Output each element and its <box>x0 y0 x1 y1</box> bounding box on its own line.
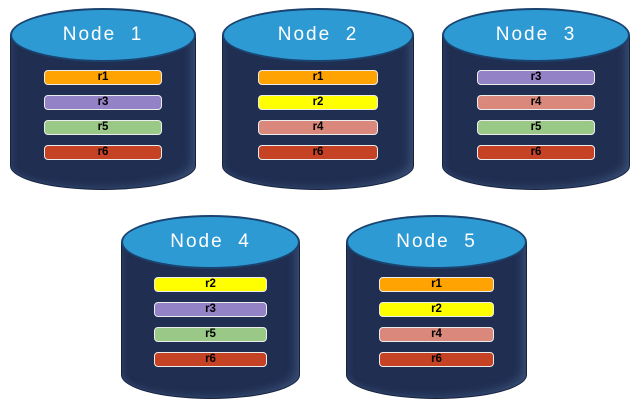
node-title: Node 2 <box>277 24 359 45</box>
replica-bar: r5 <box>154 327 267 342</box>
replica-bar: r5 <box>476 120 596 135</box>
replica-bar: r4 <box>257 120 379 135</box>
cylinder-top-ellipse: Node 5 <box>346 215 527 269</box>
replica-bar: r2 <box>154 277 267 292</box>
replica-list: r3 r4 r5 r6 <box>476 70 596 160</box>
replica-bar: r2 <box>379 302 494 317</box>
node-4-cylinder: Node 4 r2 r3 r5 r6 <box>121 215 300 399</box>
replica-bar: r4 <box>476 95 596 110</box>
node-title: Node 3 <box>495 24 577 45</box>
replica-bar: r1 <box>379 277 494 292</box>
replica-bar: r3 <box>154 302 267 317</box>
cylinder-top-ellipse: Node 2 <box>222 8 414 62</box>
replica-bar: r6 <box>476 145 596 160</box>
node-3-cylinder: Node 3 r3 r4 r5 r6 <box>442 8 630 190</box>
cylinder-top-ellipse: Node 3 <box>442 8 630 62</box>
node-2-cylinder: Node 2 r1 r2 r4 r6 <box>222 8 414 190</box>
replica-bar: r6 <box>154 352 267 367</box>
node-5-cylinder: Node 5 r1 r2 r4 r6 <box>346 215 527 399</box>
replica-bar: r3 <box>44 95 162 110</box>
replica-bar: r6 <box>257 145 379 160</box>
replica-list: r1 r3 r5 r6 <box>44 70 162 160</box>
node-title: Node 1 <box>62 24 144 45</box>
replica-bar: r6 <box>44 145 162 160</box>
replica-bar: r1 <box>257 70 379 85</box>
replica-bar: r1 <box>44 70 162 85</box>
replica-bar: r2 <box>257 95 379 110</box>
cylinder-top-ellipse: Node 4 <box>121 215 300 269</box>
node-1-cylinder: Node 1 r1 r3 r5 r6 <box>10 8 196 190</box>
replica-bar: r6 <box>379 352 494 367</box>
node-title: Node 5 <box>396 231 477 252</box>
replica-list: r1 r2 r4 r6 <box>379 277 494 367</box>
replica-bar: r5 <box>44 120 162 135</box>
cylinder-top-ellipse: Node 1 <box>10 8 196 62</box>
replica-list: r2 r3 r5 r6 <box>154 277 267 367</box>
replica-list: r1 r2 r4 r6 <box>257 70 379 160</box>
replica-bar: r3 <box>476 70 596 85</box>
node-title: Node 4 <box>170 231 251 252</box>
replica-bar: r4 <box>379 327 494 342</box>
